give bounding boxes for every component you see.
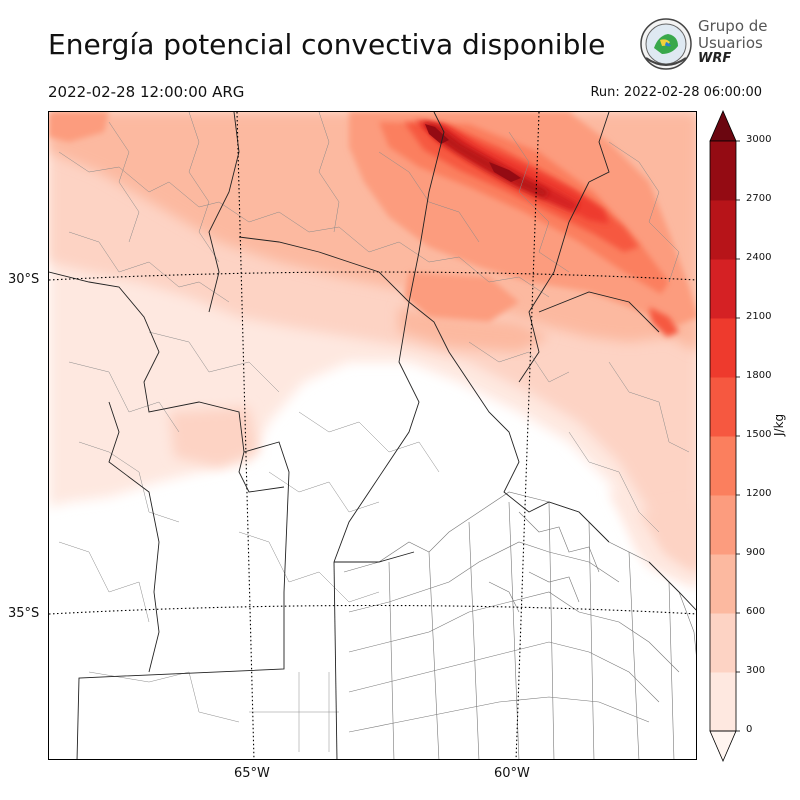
- colorbar-segment: [710, 377, 736, 437]
- colorbar-tick-label: 3000: [746, 134, 772, 145]
- cape-map-canvas: [49, 112, 696, 759]
- cape-level-2700-3000: [489, 162, 521, 182]
- department-borders: [58, 112, 690, 752]
- colorbar-tick-label: 900: [746, 547, 766, 558]
- colorbar-segment: [710, 318, 736, 378]
- colorbar-tick-label: 2400: [746, 252, 772, 263]
- cape-level-600-900: [399, 307, 549, 352]
- latitude-label-30s: 30°S: [8, 272, 40, 287]
- colorbar-segment: [710, 672, 736, 732]
- valid-time: 2022-02-28 12:00:00 ARG: [48, 83, 245, 101]
- cape-map: [48, 111, 697, 760]
- cape-level-900-1200: [49, 112, 109, 142]
- logo-text-wrf: WRF: [698, 51, 732, 66]
- colorbar-tick-label: 600: [746, 606, 766, 617]
- globe-emblem-icon: [640, 18, 692, 70]
- colorbar-tick-label: 1800: [746, 370, 772, 381]
- run-time: Run: 2022-02-28 06:00:00: [590, 85, 762, 100]
- province-borders: [49, 112, 696, 759]
- latitude-label-35s: 35°S: [8, 606, 40, 621]
- colorbar-segment: [710, 613, 736, 673]
- longitude-label-60w: 60°W: [494, 766, 530, 781]
- cape-level-1500-1800: [649, 307, 679, 337]
- wrf-group-logo: Grupo de Usuarios WRF: [638, 16, 768, 74]
- cape-shading: [49, 112, 696, 587]
- cape-level-300-600: [639, 502, 696, 571]
- logo-text-line1: Grupo de: [698, 17, 768, 35]
- colorbar-segment: [710, 141, 736, 201]
- longitude-label-65w: 65°W: [234, 766, 270, 781]
- colorbar-segment: [710, 495, 736, 555]
- colorbar-segment: [710, 436, 736, 496]
- colorbar-tick-label: 0: [746, 724, 753, 735]
- colorbar-segment: [710, 259, 736, 319]
- colorbar-segment: [710, 200, 736, 260]
- colorbar-unit-label: J/kg: [772, 413, 786, 436]
- cape-level-300-600: [169, 407, 259, 467]
- logo-text-line2: Usuarios: [698, 34, 763, 52]
- colorbar-extend-min: [709, 730, 737, 763]
- colorbar-tick-label: 1200: [746, 488, 772, 499]
- colorbar-extend-max: [709, 110, 737, 142]
- map-title: Energía potencial convectiva disponible: [48, 28, 606, 61]
- colorbar-tick-label: 1500: [746, 429, 772, 440]
- graticule: [49, 112, 696, 759]
- colorbar-segment: [710, 554, 736, 614]
- colorbar-tick-label: 2100: [746, 311, 772, 322]
- colorbar: [709, 110, 740, 763]
- colorbar-tick-label: 300: [746, 665, 766, 676]
- colorbar-tick-label: 2700: [746, 193, 772, 204]
- cape-level-2700-3000: [425, 124, 449, 144]
- cape-level-900-1200: [404, 272, 519, 322]
